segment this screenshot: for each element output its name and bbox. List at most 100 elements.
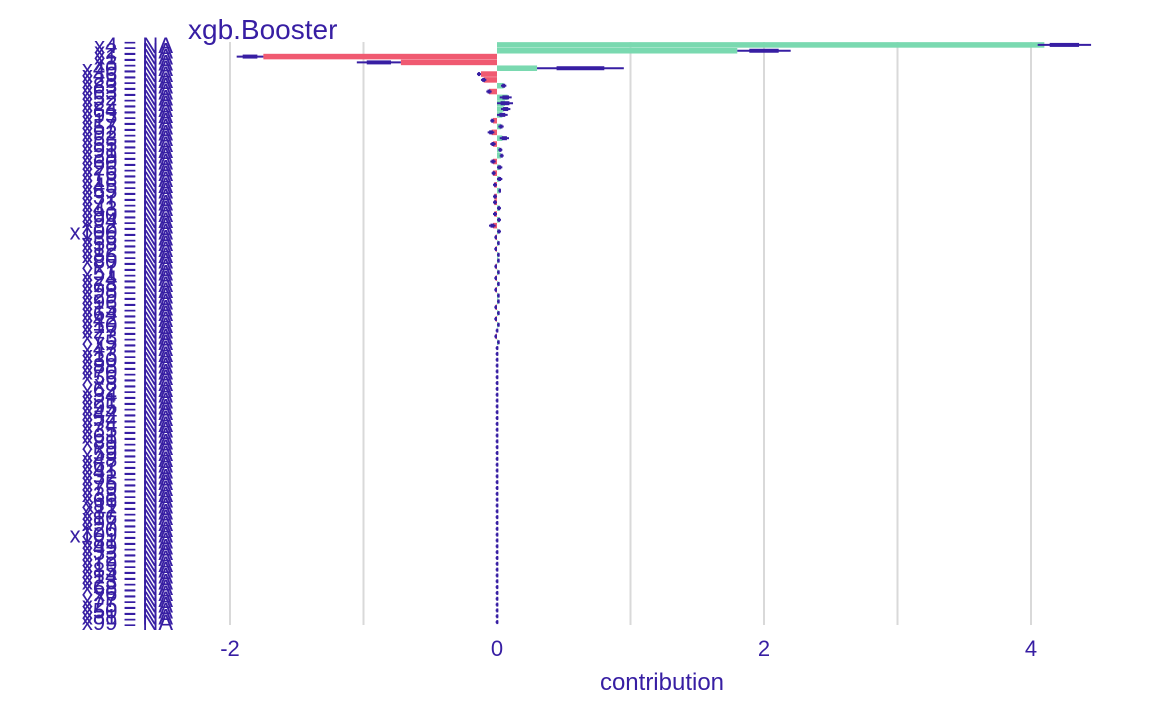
- y-tick-label: x43 = NA: [82, 196, 173, 221]
- boxplot-box: [496, 427, 499, 432]
- boxplot-box: [487, 89, 491, 94]
- boxplot-box: [496, 608, 499, 613]
- boxplot-box: [491, 118, 494, 123]
- boxplot-box: [496, 480, 499, 485]
- y-tick-label: x4 = NA: [94, 33, 173, 58]
- boxplot-box: [494, 305, 497, 310]
- y-tick-label: x84 = NA: [82, 97, 173, 122]
- y-tick-label: x57 = NA: [82, 115, 173, 140]
- y-tick-label: x42 = NA: [82, 307, 173, 332]
- boxplot-box: [494, 235, 497, 240]
- boxplot-box: [496, 515, 499, 520]
- boxplot-box: [496, 357, 499, 362]
- boxplot-box: [496, 590, 499, 595]
- boxplot-box: [497, 293, 500, 298]
- grid-layer: [229, 42, 1032, 625]
- y-tick-label: x35 = NA: [82, 418, 173, 443]
- contribution-bar: [480, 71, 497, 77]
- boxplot-box: [493, 211, 497, 216]
- x-axis-title: contribution: [600, 669, 724, 696]
- y-tick-label: x47 = NA: [82, 336, 173, 361]
- y-tick-label: x33 = NA: [82, 540, 173, 565]
- boxplot-box: [496, 404, 499, 409]
- y-tick-label: x1 = NA: [94, 45, 173, 70]
- boxplot-box: [556, 66, 605, 71]
- contribution-bar: [497, 65, 538, 72]
- y-tick-label: x20 = NA: [82, 517, 173, 542]
- y-tick-label: x17 = NA: [82, 109, 173, 134]
- y-tick-label: x50 = NA: [82, 598, 173, 623]
- boxplot-box: [497, 252, 500, 257]
- y-tick-label: x51 = NA: [82, 260, 173, 285]
- y-tick-label: x91 = NA: [82, 138, 173, 163]
- boxplot-box: [496, 410, 499, 415]
- y-tick-label: x29 = NA: [82, 284, 173, 309]
- y-tick-label: x61 = NA: [82, 424, 173, 449]
- boxplot-box: [492, 171, 495, 176]
- y-tick-label: x46 = NA: [82, 62, 173, 87]
- boxplot-box: [496, 416, 499, 421]
- boxplot-box: [502, 95, 509, 100]
- y-tick-label: x80 = NA: [82, 249, 173, 274]
- y-tick-label: x63 = NA: [82, 80, 173, 105]
- boxplot-box: [496, 351, 499, 356]
- y-tick-label: x58 = NA: [82, 231, 173, 256]
- boxplot-box: [496, 520, 499, 525]
- boxplot-box: [494, 287, 497, 292]
- boxplot-box: [498, 165, 502, 170]
- y-tick-label: x77 = NA: [82, 587, 173, 612]
- contribution-bar: [488, 88, 497, 95]
- boxplot-box: [496, 375, 499, 380]
- boxplot-box: [494, 264, 497, 269]
- y-tick-label: x37 = NA: [82, 184, 173, 209]
- boxplot-box: [496, 503, 499, 508]
- boxplot-box: [497, 281, 500, 286]
- boxplot-box: [494, 334, 497, 339]
- boxplot-box: [496, 620, 499, 625]
- boxplot-box: [491, 159, 495, 164]
- y-tick-label: x2 = NA: [94, 39, 173, 64]
- y-tick-label: x53 = NA: [82, 126, 173, 151]
- y-tick-label: x39 = NA: [82, 144, 173, 169]
- y-tick-label: x22 = NA: [82, 91, 173, 116]
- contribution-bar: [497, 82, 504, 89]
- boxplot-box: [496, 585, 499, 590]
- chart-title: xgb.Booster: [188, 14, 337, 45]
- boxplot-box: [497, 229, 501, 234]
- contribution-bar: [497, 42, 1045, 48]
- boxplot-box: [496, 614, 499, 619]
- boxplot-box: [502, 83, 506, 88]
- contribution-bar: [483, 77, 497, 83]
- boxplot-box: [496, 392, 499, 397]
- y-tick-label: x31 = NA: [82, 604, 173, 629]
- y-tick-label: x76 = NA: [82, 161, 173, 186]
- boxplot-box: [482, 77, 486, 82]
- boxplot-box: [496, 538, 499, 543]
- y-tick-label: x56 = NA: [82, 365, 173, 390]
- y-tick-label: x85 = NA: [82, 558, 173, 583]
- boxplot-box: [496, 596, 499, 601]
- y-tick-label: x34 = NA: [82, 383, 173, 408]
- y-tick-label: x49 = NA: [82, 534, 173, 559]
- boxplot-box: [496, 456, 499, 461]
- y-tick-label: x87 = NA: [82, 499, 173, 524]
- y-tick-label: x70 = NA: [82, 359, 173, 384]
- boxplot-box: [749, 48, 779, 53]
- x-tick-label: 0: [491, 636, 503, 661]
- boxplot-box: [496, 421, 499, 426]
- boxplot-box: [503, 107, 509, 112]
- boxplot-box: [496, 386, 499, 391]
- y-tick-label: x65 = NA: [82, 179, 173, 204]
- boxplot-box: [496, 579, 499, 584]
- y-tick-label: x32 = NA: [82, 464, 173, 489]
- y-tick-label: x72 = NA: [82, 546, 173, 571]
- y-tick-label: x94 = NA: [82, 208, 173, 233]
- y-tick-label: x97 = NA: [82, 511, 173, 536]
- y-tick-label: x44 = NA: [82, 400, 173, 425]
- contribution-bar: [263, 53, 497, 60]
- y-tick-label: x6 = NA: [94, 581, 173, 606]
- contribution-bar: [497, 135, 503, 141]
- boxplot-box: [497, 311, 500, 316]
